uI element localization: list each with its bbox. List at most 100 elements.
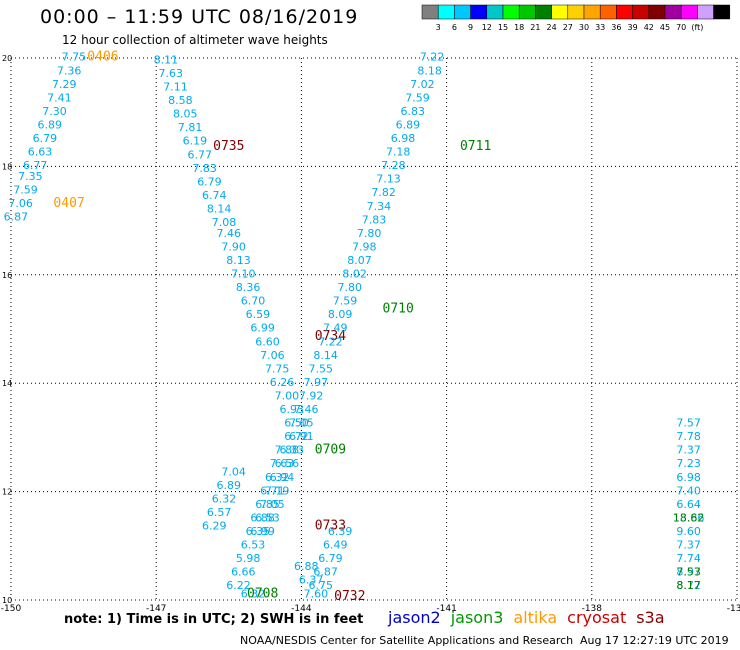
scale-label: 33 xyxy=(595,23,605,32)
x-tick-label: -144 xyxy=(291,604,312,614)
scale-label: 42 xyxy=(644,23,654,32)
wave-height-value: 6.64 xyxy=(676,498,701,511)
scale-label: 18 xyxy=(514,23,524,32)
wave-height-value: 6.74 xyxy=(202,189,227,202)
scale-label: 6 xyxy=(452,23,457,32)
wave-height-value: 6.71 xyxy=(260,484,285,497)
wave-height-value: 7.40 xyxy=(676,484,701,497)
pass-time-label: 0407 xyxy=(53,196,84,211)
wave-height-value: 7.59 xyxy=(13,184,38,197)
pass-time-label: 0708 xyxy=(247,586,278,601)
scale-label: 36 xyxy=(611,23,621,32)
x-tick-label: -150 xyxy=(1,604,22,614)
wave-height-value: 6.93 xyxy=(279,403,304,416)
wave-height-value: 6.88 xyxy=(294,560,319,573)
pass-time-label: 0709 xyxy=(315,443,346,458)
wave-height-value: 6.37 xyxy=(299,574,324,587)
wave-height-value: 7.59 xyxy=(405,91,430,104)
wave-height-value: 6.72 xyxy=(284,430,309,443)
y-tick-label: 20 xyxy=(2,54,12,63)
wave-height-value: 6.66 xyxy=(231,566,256,579)
wave-height-value: 7.57 xyxy=(676,417,701,430)
wave-height-value: 7.22 xyxy=(420,51,445,64)
wave-height-value: 6.39 xyxy=(328,525,353,538)
wave-height-value: 7.75 xyxy=(265,362,290,375)
wave-height-value: 6.77 xyxy=(23,159,48,172)
wave-height-value: 6.89 xyxy=(217,479,242,492)
scale-label: 70 xyxy=(676,23,686,32)
wave-height-value: 6.99 xyxy=(250,322,275,335)
wave-height-value: 8.11 xyxy=(154,53,179,66)
wave-height-value: 6.87 xyxy=(4,211,29,224)
scale-label: 12 xyxy=(482,23,492,32)
wave-height-value: 7.80 xyxy=(338,281,363,294)
y-tick-label: 10 xyxy=(2,596,12,605)
generated-timestamp: Aug 17 12:27:19 UTC 2019 xyxy=(580,634,729,647)
pass-time-label: 0406 xyxy=(87,50,118,65)
wave-height-value: 6.56 xyxy=(275,457,300,470)
wave-height-value: 7.34 xyxy=(367,200,392,213)
wave-height-value: 7.46 xyxy=(294,403,319,416)
wave-height-value: 7.00 xyxy=(275,389,300,402)
chart-subtitle: 12 hour collection of altimeter wave hei… xyxy=(62,33,328,47)
pass-time-label: 0732 xyxy=(334,589,365,604)
wave-height-value: 7.13 xyxy=(376,173,401,186)
wave-height-value: 7.02 xyxy=(410,78,435,91)
wave-height-value: 6.70 xyxy=(241,295,266,308)
scale-label: (ft) xyxy=(691,23,703,32)
wave-height-value: 7.29 xyxy=(52,78,77,91)
wave-height-value: 8.14 xyxy=(313,349,338,362)
wave-height-value: 6.87 xyxy=(313,566,338,579)
y-tick-label: 18 xyxy=(2,162,12,171)
pass-time-label: 0711 xyxy=(460,139,491,154)
wave-height-value: 6.75 xyxy=(309,579,334,592)
wave-height-value: 7.98 xyxy=(352,240,377,253)
wave-height-value: 7.92 xyxy=(299,389,324,402)
wave-height-value: 8.72 xyxy=(676,579,701,592)
satellite-legend-item: jason2 xyxy=(388,608,441,627)
wave-height-value: 7.37 xyxy=(676,539,701,552)
scale-label: 15 xyxy=(498,23,508,32)
wave-height-value: 6.53 xyxy=(241,539,266,552)
scale-label: 39 xyxy=(628,23,638,32)
scale-label: 45 xyxy=(660,23,670,32)
wave-height-value: 8.14 xyxy=(207,202,232,215)
wave-height-value: 6.91 xyxy=(289,430,314,443)
scale-label: 9 xyxy=(468,23,473,32)
wave-height-value: 6.88 xyxy=(250,511,275,524)
wave-height-value: 7.63 xyxy=(158,67,183,80)
satellite-legend-item: altika xyxy=(513,608,558,627)
wave-height-value: 7.28 xyxy=(381,159,406,172)
wave-height-value: 6.50 xyxy=(284,417,309,430)
wave-height-value: 6.98 xyxy=(391,132,416,145)
wave-height-value: 6.89 xyxy=(396,118,421,131)
wave-height-value: 7.97 xyxy=(304,376,329,389)
satellite-legend: jason2 jason3 altika cryosat s3a xyxy=(388,608,675,627)
wave-height-value: 9.60 xyxy=(676,525,701,538)
wave-height-value: 6.79 xyxy=(318,552,343,565)
agency-credit: NOAA/NESDIS Center for Satellite Applica… xyxy=(240,634,574,647)
wave-height-value: 7.53 xyxy=(676,566,701,579)
wave-height-value: 6.32 xyxy=(212,492,237,505)
units-note: note: 1) Time is in UTC; 2) SWH is in fe… xyxy=(64,612,364,627)
wave-height-value: 7.46 xyxy=(217,227,242,240)
wave-height-value: 7.05 xyxy=(289,417,314,430)
wave-height-value: 8.07 xyxy=(347,254,372,267)
wave-height-value: 7.04 xyxy=(221,465,246,478)
wave-height-value: 7.63 xyxy=(270,457,295,470)
wave-height-value: 5.98 xyxy=(236,552,261,565)
wave-height-value: 13.86 xyxy=(673,511,705,524)
pass-time-label: 0710 xyxy=(383,302,414,317)
wave-height-value: 7.60 xyxy=(304,587,329,600)
wave-height-value: 8.13 xyxy=(226,254,251,267)
x-tick-label: -135 xyxy=(727,604,740,614)
wave-height-value: 7.23 xyxy=(676,457,701,470)
wave-height-value: 6.35 xyxy=(246,525,271,538)
scale-label: 24 xyxy=(547,23,557,32)
satellite-legend-item: s3a xyxy=(636,608,665,627)
scale-label: 3 xyxy=(436,23,441,32)
wave-height-value: 7.88 xyxy=(275,444,300,457)
wave-height-value: 7.49 xyxy=(323,322,348,335)
wave-height-value: 7.55 xyxy=(309,362,334,375)
